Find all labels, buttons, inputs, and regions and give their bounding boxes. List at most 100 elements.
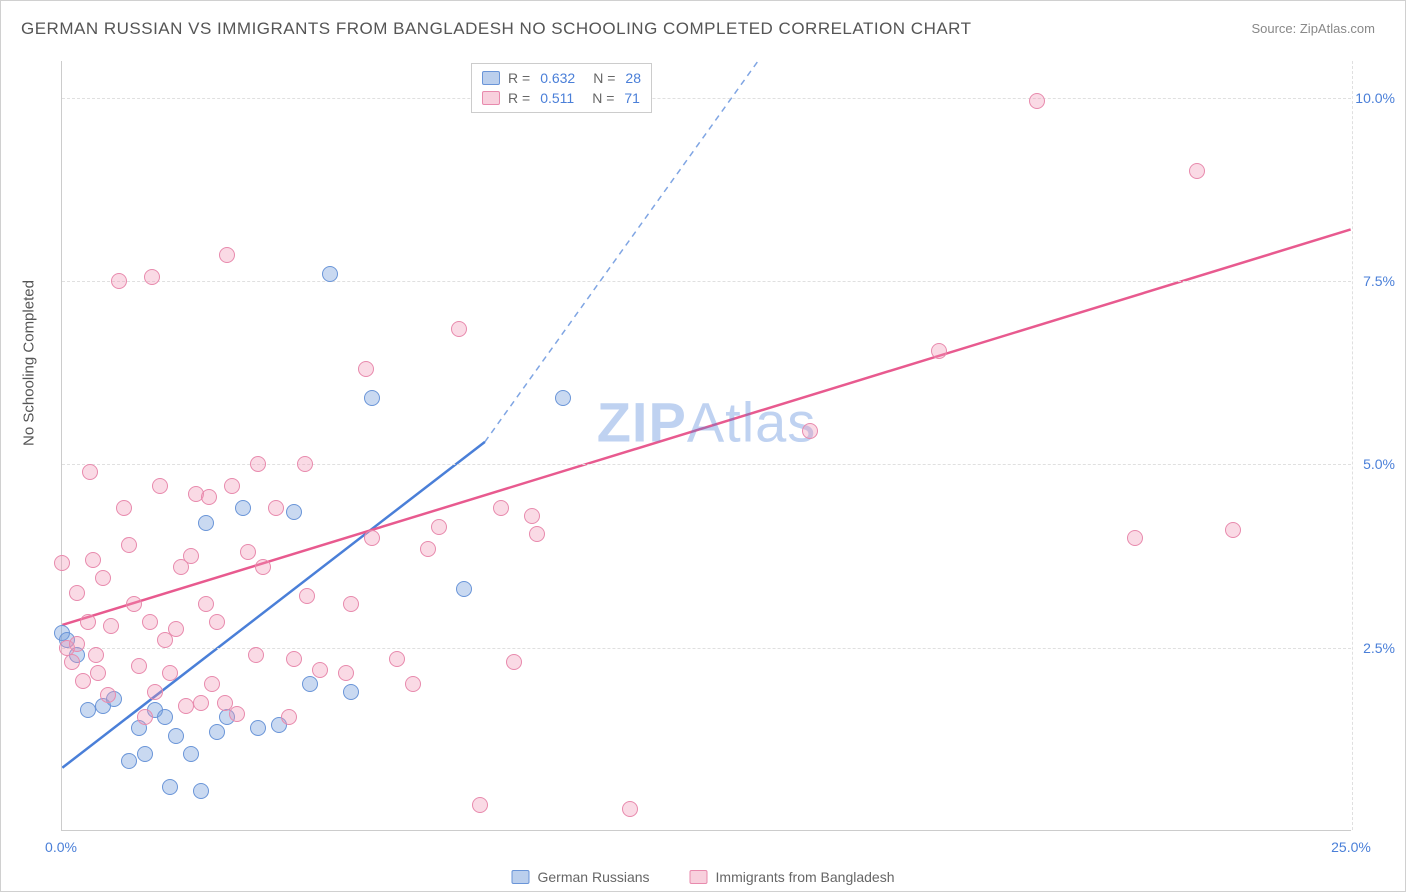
data-point [204, 676, 220, 692]
data-point [168, 621, 184, 637]
legend-item-blue: German Russians [511, 869, 649, 885]
stats-legend: R = 0.632 N = 28 R = 0.511 N = 71 [471, 63, 652, 113]
trend-lines [62, 61, 1351, 830]
data-point [126, 596, 142, 612]
data-point [116, 500, 132, 516]
data-point [121, 753, 137, 769]
data-point [506, 654, 522, 670]
gridline-v [1352, 61, 1353, 830]
data-point [168, 728, 184, 744]
data-point [100, 687, 116, 703]
y-tick-label: 2.5% [1363, 640, 1395, 656]
data-point [75, 673, 91, 689]
legend-item-pink: Immigrants from Bangladesh [690, 869, 895, 885]
data-point [389, 651, 405, 667]
data-point [472, 797, 488, 813]
data-point [420, 541, 436, 557]
data-point [312, 662, 328, 678]
data-point [219, 247, 235, 263]
plot-area: ZIPAtlas [61, 61, 1351, 831]
data-point [250, 720, 266, 736]
data-point [297, 456, 313, 472]
data-point [178, 698, 194, 714]
x-tick-label: 25.0% [1331, 839, 1371, 855]
data-point [69, 585, 85, 601]
data-point [286, 504, 302, 520]
y-tick-label: 5.0% [1363, 456, 1395, 472]
data-point [240, 544, 256, 560]
data-point [183, 548, 199, 564]
data-point [235, 500, 251, 516]
data-point [343, 684, 359, 700]
source-label: Source: ZipAtlas.com [1251, 21, 1375, 36]
data-point [343, 596, 359, 612]
data-point [281, 709, 297, 725]
data-point [111, 273, 127, 289]
data-point [931, 343, 947, 359]
data-point [209, 614, 225, 630]
data-point [85, 552, 101, 568]
data-point [431, 519, 447, 535]
data-point [142, 614, 158, 630]
swatch-pink [482, 91, 500, 105]
y-tick-label: 10.0% [1355, 90, 1395, 106]
data-point [338, 665, 354, 681]
data-point [255, 559, 271, 575]
data-point [137, 709, 153, 725]
data-point [80, 614, 96, 630]
data-point [364, 530, 380, 546]
data-point [209, 724, 225, 740]
data-point [69, 636, 85, 652]
data-point [224, 478, 240, 494]
data-point [456, 581, 472, 597]
data-point [103, 618, 119, 634]
data-point [88, 647, 104, 663]
data-point [201, 489, 217, 505]
data-point [405, 676, 421, 692]
data-point [493, 500, 509, 516]
data-point [95, 570, 111, 586]
data-point [82, 464, 98, 480]
chart-title: GERMAN RUSSIAN VS IMMIGRANTS FROM BANGLA… [21, 19, 972, 39]
data-point [157, 709, 173, 725]
data-point [1225, 522, 1241, 538]
data-point [524, 508, 540, 524]
data-point [90, 665, 106, 681]
data-point [54, 555, 70, 571]
data-point [364, 390, 380, 406]
data-point [198, 596, 214, 612]
data-point [268, 500, 284, 516]
data-point [802, 423, 818, 439]
gridline-h [62, 98, 1351, 99]
stats-row-blue: R = 0.632 N = 28 [482, 68, 641, 88]
y-tick-label: 7.5% [1363, 273, 1395, 289]
data-point [299, 588, 315, 604]
swatch-blue [482, 71, 500, 85]
data-point [162, 779, 178, 795]
data-point [248, 647, 264, 663]
watermark: ZIPAtlas [597, 390, 817, 455]
data-point [198, 515, 214, 531]
data-point [302, 676, 318, 692]
data-point [183, 746, 199, 762]
data-point [144, 269, 160, 285]
data-point [229, 706, 245, 722]
y-axis-label: No Schooling Completed [21, 280, 38, 446]
data-point [147, 684, 163, 700]
data-point [162, 665, 178, 681]
x-tick-label: 0.0% [45, 839, 77, 855]
data-point [193, 783, 209, 799]
swatch-blue-icon [511, 870, 529, 884]
data-point [1189, 163, 1205, 179]
data-point [622, 801, 638, 817]
data-point [1029, 93, 1045, 109]
data-point [286, 651, 302, 667]
data-point [137, 746, 153, 762]
data-point [451, 321, 467, 337]
chart-container: GERMAN RUSSIAN VS IMMIGRANTS FROM BANGLA… [0, 0, 1406, 892]
data-point [555, 390, 571, 406]
data-point [193, 695, 209, 711]
data-point [80, 702, 96, 718]
data-point [250, 456, 266, 472]
data-point [131, 658, 147, 674]
